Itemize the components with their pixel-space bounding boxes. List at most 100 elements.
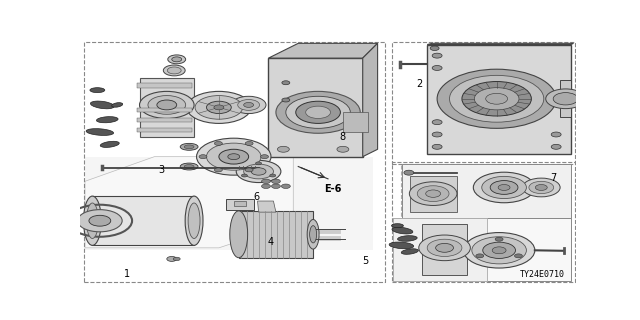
- Text: 3: 3: [159, 165, 165, 175]
- Circle shape: [482, 176, 526, 198]
- Circle shape: [251, 168, 266, 175]
- Bar: [137, 83, 191, 88]
- Ellipse shape: [188, 203, 200, 238]
- Circle shape: [260, 155, 269, 159]
- Circle shape: [476, 254, 484, 258]
- Circle shape: [277, 146, 289, 152]
- Circle shape: [426, 190, 440, 197]
- Polygon shape: [269, 58, 363, 157]
- Circle shape: [553, 92, 578, 105]
- Circle shape: [432, 120, 442, 124]
- Circle shape: [214, 141, 222, 145]
- Polygon shape: [140, 78, 194, 137]
- Ellipse shape: [307, 220, 319, 249]
- Circle shape: [269, 174, 276, 177]
- Circle shape: [432, 132, 442, 137]
- Circle shape: [89, 215, 111, 226]
- Circle shape: [296, 101, 340, 124]
- Ellipse shape: [230, 211, 248, 258]
- Polygon shape: [85, 157, 293, 248]
- Bar: [343, 112, 367, 132]
- Ellipse shape: [180, 143, 198, 150]
- Ellipse shape: [90, 88, 105, 92]
- Circle shape: [437, 69, 556, 128]
- Circle shape: [474, 172, 535, 203]
- Circle shape: [236, 160, 281, 182]
- Circle shape: [436, 244, 454, 252]
- Circle shape: [495, 237, 503, 241]
- Ellipse shape: [392, 224, 403, 228]
- Circle shape: [187, 92, 251, 124]
- Circle shape: [282, 98, 290, 102]
- Circle shape: [492, 247, 506, 254]
- Circle shape: [167, 256, 177, 261]
- Polygon shape: [85, 157, 372, 250]
- Circle shape: [551, 132, 561, 137]
- Circle shape: [271, 179, 280, 184]
- Circle shape: [214, 105, 224, 110]
- Circle shape: [163, 65, 185, 76]
- Circle shape: [286, 96, 350, 128]
- Circle shape: [419, 235, 470, 261]
- Polygon shape: [428, 44, 571, 154]
- Polygon shape: [560, 80, 571, 117]
- Circle shape: [196, 138, 271, 175]
- Ellipse shape: [180, 163, 198, 170]
- Circle shape: [199, 155, 207, 159]
- Circle shape: [157, 100, 177, 110]
- Circle shape: [140, 92, 194, 118]
- Circle shape: [551, 144, 561, 149]
- Circle shape: [337, 146, 349, 152]
- Ellipse shape: [389, 242, 413, 249]
- Circle shape: [282, 81, 290, 85]
- Circle shape: [167, 67, 181, 74]
- Ellipse shape: [83, 196, 101, 245]
- Text: 2: 2: [417, 79, 423, 89]
- Circle shape: [282, 184, 291, 188]
- Circle shape: [474, 88, 519, 110]
- Circle shape: [245, 141, 253, 145]
- Text: 1: 1: [124, 269, 130, 279]
- Text: 4: 4: [268, 237, 274, 247]
- Ellipse shape: [111, 103, 123, 107]
- Circle shape: [244, 102, 253, 108]
- Circle shape: [486, 93, 508, 104]
- Polygon shape: [428, 43, 573, 44]
- Polygon shape: [363, 43, 378, 157]
- Ellipse shape: [310, 226, 317, 243]
- Text: 6: 6: [253, 192, 259, 202]
- Circle shape: [173, 257, 180, 261]
- Polygon shape: [239, 211, 313, 258]
- Bar: [234, 201, 246, 206]
- Circle shape: [231, 96, 266, 114]
- Bar: [227, 198, 253, 210]
- Circle shape: [449, 75, 544, 122]
- Polygon shape: [92, 196, 194, 245]
- Ellipse shape: [86, 203, 99, 238]
- Polygon shape: [394, 218, 486, 281]
- Circle shape: [207, 143, 261, 170]
- Circle shape: [276, 92, 360, 133]
- Circle shape: [306, 106, 330, 118]
- Circle shape: [483, 242, 515, 259]
- Circle shape: [255, 162, 262, 165]
- Circle shape: [430, 46, 439, 51]
- Circle shape: [262, 179, 271, 184]
- Circle shape: [77, 210, 122, 232]
- Text: TY24E0710: TY24E0710: [520, 270, 565, 279]
- Ellipse shape: [397, 236, 417, 241]
- Ellipse shape: [184, 164, 194, 168]
- Circle shape: [428, 239, 462, 256]
- Polygon shape: [394, 218, 571, 281]
- Circle shape: [432, 66, 442, 70]
- Circle shape: [410, 182, 457, 205]
- Circle shape: [241, 174, 248, 177]
- Circle shape: [522, 178, 560, 197]
- Polygon shape: [269, 43, 378, 58]
- Text: 5: 5: [362, 256, 369, 266]
- Circle shape: [546, 89, 586, 108]
- Ellipse shape: [86, 129, 113, 135]
- Circle shape: [148, 96, 186, 114]
- Text: 8: 8: [340, 132, 346, 142]
- Circle shape: [404, 170, 414, 175]
